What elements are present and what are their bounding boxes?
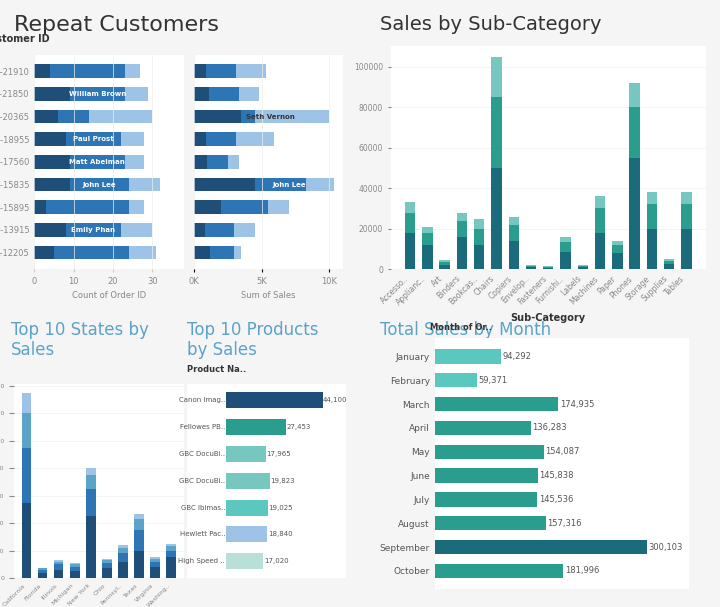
- Text: Top 10 States by
Sales: Top 10 States by Sales: [11, 320, 148, 359]
- Text: Top 10 Products
by Sales: Top 10 Products by Sales: [187, 320, 318, 359]
- Text: Repeat Customers: Repeat Customers: [14, 15, 219, 35]
- Text: Sales by Sub-Category: Sales by Sub-Category: [380, 15, 602, 33]
- Text: Total Sales by Month: Total Sales by Month: [380, 320, 552, 339]
